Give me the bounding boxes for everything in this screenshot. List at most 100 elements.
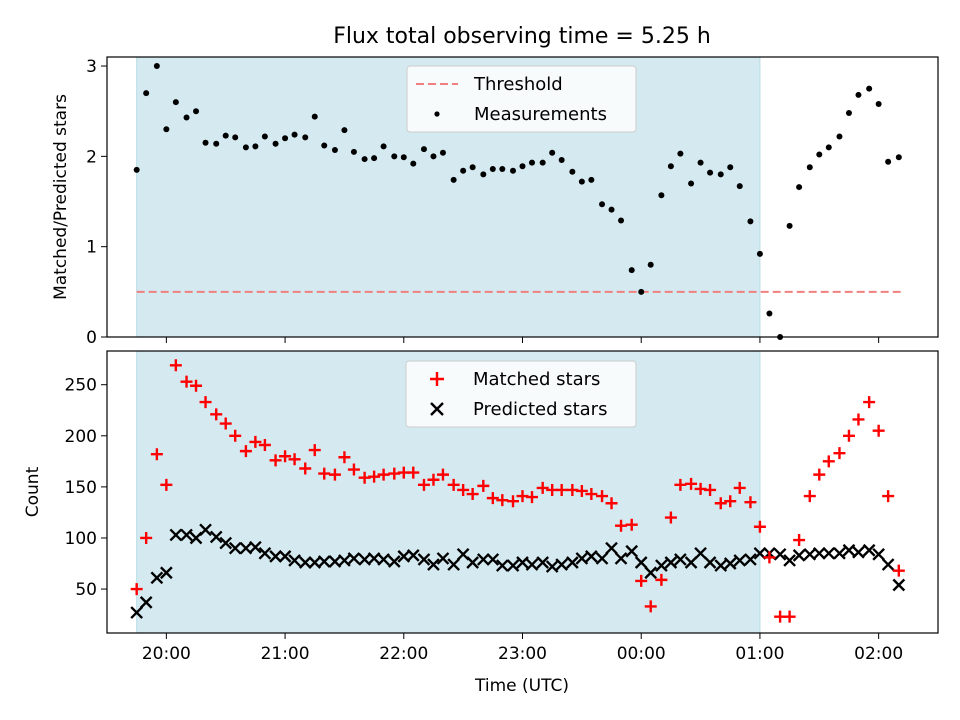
measurement-point [460, 167, 467, 174]
matched-star-point [407, 466, 420, 479]
matched-star-point [219, 417, 232, 430]
predicted-star-point [566, 556, 579, 569]
predicted-stars-points [130, 523, 906, 619]
matched-star-point [417, 478, 430, 491]
predicted-star-point [674, 553, 687, 566]
ratio-legend-box [406, 65, 637, 133]
measurement-point [302, 134, 309, 141]
predicted-star-point [733, 554, 747, 567]
measurement-point [519, 163, 526, 170]
matched-star-point [368, 470, 381, 483]
matched-star-point [803, 490, 816, 503]
predicted-star-point [506, 559, 520, 572]
x-tick-label: 00:00 [617, 644, 666, 664]
count-panel: 50 100 150 200 250 20:00 21:00 22:00 23:00 00:00… [23, 350, 939, 696]
predicted-star-point [209, 530, 223, 544]
measurement-point [450, 176, 457, 183]
legend-matched-swatch [430, 372, 444, 386]
matched-star-point [130, 583, 143, 596]
matched-stars-points [130, 359, 905, 623]
predicted-star-point [199, 523, 212, 537]
predicted-star-point [684, 556, 698, 569]
measurement-point [232, 134, 239, 141]
predicted-star-point [219, 536, 233, 550]
predicted-star-point [466, 556, 479, 569]
matched-star-point [318, 467, 331, 480]
matched-star-point [507, 495, 520, 508]
x-tick-label: 21:00 [261, 644, 310, 664]
matched-star-point [210, 408, 223, 421]
matched-star-point [447, 478, 460, 491]
ratio-panel: 0 1 2 3 Matched/Predicted stars Threshold M… [51, 56, 939, 348]
predicted-star-point [812, 546, 826, 560]
measurement-point [291, 131, 298, 138]
predicted-star-point [545, 560, 559, 573]
matched-star-point [714, 497, 727, 510]
y-tick-label: 50 [75, 580, 97, 600]
measurement-point [321, 142, 328, 149]
matched-star-point [377, 468, 390, 481]
measurement-point [618, 217, 625, 224]
matched-star-point [615, 519, 628, 532]
measurement-point [272, 140, 279, 147]
predicted-star-point [298, 556, 312, 569]
measurement-point [608, 206, 615, 213]
measurement-point [569, 168, 576, 175]
measurement-point [578, 178, 585, 185]
predicted-star-point [377, 553, 390, 566]
measurement-point [816, 151, 823, 158]
measurement-point [391, 153, 398, 160]
predicted-star-point [614, 552, 628, 565]
matched-star-point [674, 478, 687, 491]
predicted-star-point [625, 544, 639, 558]
y-tick-label: 250 [65, 376, 97, 396]
measurement-point [855, 91, 862, 98]
matched-star-point [664, 511, 677, 524]
measurement-point [439, 149, 446, 156]
predicted-star-point [525, 558, 539, 571]
measurement-point [242, 144, 249, 151]
matched-star-point [239, 445, 252, 458]
measurement-point [747, 218, 754, 225]
predicted-star-point [269, 550, 282, 563]
measurement-point [806, 164, 813, 171]
measurement-point [400, 154, 407, 161]
measurement-point [549, 149, 556, 156]
matched-star-point [605, 497, 618, 510]
predicted-star-point [317, 555, 331, 568]
predicted-star-point [387, 555, 401, 568]
matched-star-point [644, 600, 657, 613]
ratio-y-label: Matched/Predicted stars [51, 94, 71, 300]
matched-star-point [258, 439, 271, 451]
predicted-star-point [347, 552, 361, 565]
measurement-point [688, 180, 695, 187]
predicted-star-point [881, 558, 895, 571]
predicted-star-point [694, 546, 707, 560]
matched-star-point [140, 531, 153, 544]
predicted-star-point [486, 553, 500, 566]
matched-star-point [822, 455, 835, 468]
count-y-ticks: 50 100 150 200 250 [65, 376, 107, 600]
matched-star-point [160, 478, 173, 491]
predicted-star-point [180, 528, 193, 542]
y-tick-label: 0 [86, 328, 97, 348]
measurement-point [658, 192, 665, 199]
predicted-star-point [872, 547, 885, 561]
matched-star-point [150, 448, 163, 461]
matched-star-point [308, 444, 321, 457]
measurement-point [133, 166, 140, 173]
predicted-star-point [139, 595, 153, 609]
predicted-star-point [833, 546, 846, 560]
matched-star-point [347, 463, 360, 476]
matched-star-point [249, 435, 262, 448]
predicted-star-point [228, 541, 242, 555]
measurement-point [599, 201, 606, 208]
matched-star-point [596, 490, 609, 503]
predicted-star-point [169, 528, 183, 542]
predicted-star-point [723, 557, 737, 570]
predicted-star-point [714, 559, 728, 572]
matched-star-point [427, 473, 440, 486]
matched-star-point [269, 454, 282, 467]
predicted-star-point [278, 550, 292, 563]
measurement-point [202, 139, 209, 146]
